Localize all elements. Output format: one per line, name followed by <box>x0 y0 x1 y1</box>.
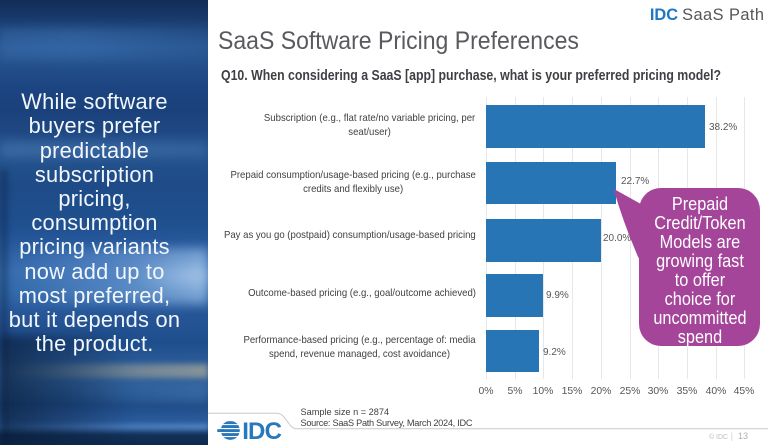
svg-text:IDC: IDC <box>242 418 281 444</box>
